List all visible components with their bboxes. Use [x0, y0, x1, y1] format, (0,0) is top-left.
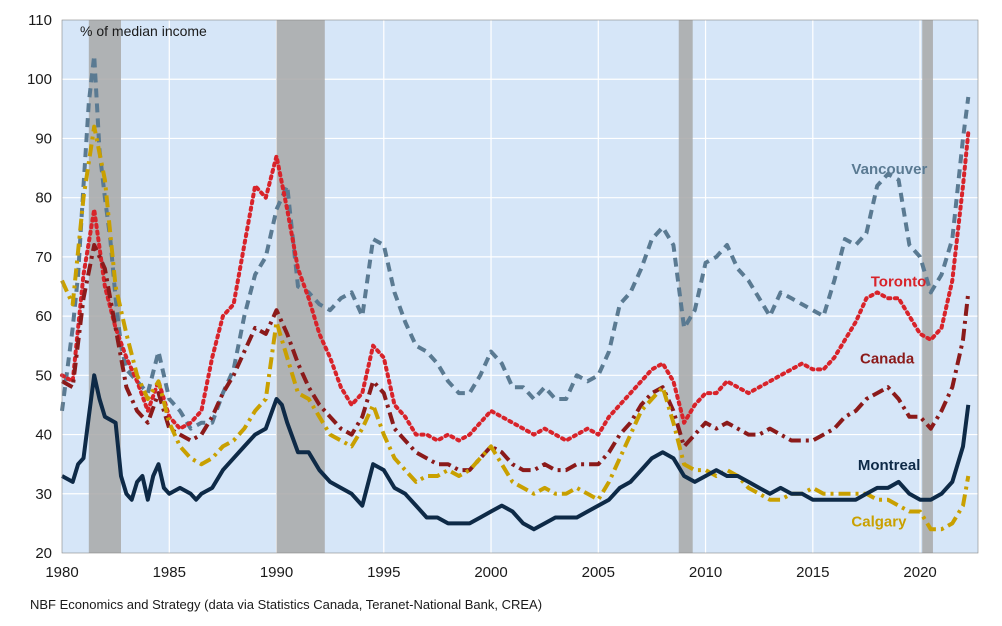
series-line-toronto: [60, 130, 971, 443]
series-line-vancouver: [60, 53, 971, 431]
y-axis-annotation: % of median income: [80, 23, 207, 39]
y-tick-label: 40: [35, 427, 52, 444]
y-tick-label: 100: [27, 71, 52, 88]
y-tick-label: 60: [35, 308, 52, 325]
x-tick-label: 2020: [903, 564, 936, 581]
series-label-canada: Canada: [860, 350, 915, 367]
x-tick-label: 1990: [260, 564, 293, 581]
series-label-montreal: Montreal: [858, 457, 921, 474]
x-tick-label: 2010: [689, 564, 722, 581]
series-label-calgary: Calgary: [851, 513, 907, 530]
y-tick-label: 30: [35, 486, 52, 503]
y-tick-label: 90: [35, 130, 52, 147]
recession-band-1: [276, 20, 325, 553]
x-tick-label: 1980: [45, 564, 78, 581]
x-tick-label: 2000: [474, 564, 507, 581]
series-line-montreal: [61, 373, 971, 532]
x-tick-label: 2015: [796, 564, 829, 581]
x-tick-label: 1985: [153, 564, 186, 581]
x-axis-ticks: 1980 1985 1990 1995 2000 2005 2010 2015 2020: [45, 564, 936, 581]
plot-area: [62, 20, 978, 553]
x-tick-label: 1995: [367, 564, 400, 581]
series-lines: [60, 53, 971, 532]
series-label-vancouver: Vancouver: [851, 161, 927, 178]
y-tick-label: 80: [35, 190, 52, 207]
source-note: NBF Economics and Strategy (data via Sta…: [30, 597, 543, 612]
series-labels: Vancouver Toronto Canada Montreal Calgary: [851, 161, 927, 530]
recession-band-3: [922, 20, 933, 553]
plot-border: [61, 19, 979, 554]
x-tick-label: 2005: [582, 564, 615, 581]
series-line-calgary: [60, 124, 971, 532]
y-tick-label: 110: [28, 12, 52, 29]
y-axis-ticks: 20 30 40 50 60 70 80 90 100 110: [27, 12, 52, 562]
y-tick-label: 20: [35, 545, 52, 562]
series-line-canada: [61, 243, 971, 473]
series-label-toronto: Toronto: [871, 274, 927, 291]
y-tick-label: 50: [35, 367, 52, 384]
y-tick-label: 70: [35, 249, 52, 266]
recession-band-2: [678, 20, 693, 553]
